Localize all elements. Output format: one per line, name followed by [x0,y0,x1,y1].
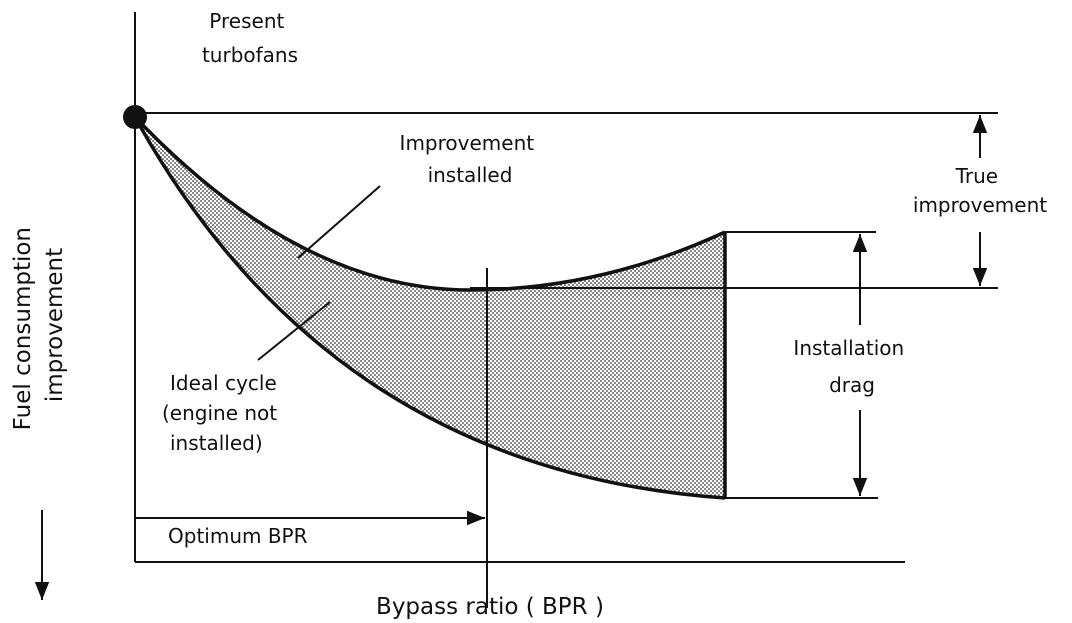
label-installation-drag: Installation drag [793,336,910,397]
x-axis-label: Bypass ratio ( BPR ) [376,594,604,620]
leader-installed [297,185,381,259]
label-present: Present turbofans [202,9,298,67]
ideal-curve [133,116,726,500]
label-true-improvement: True improvement [913,164,1047,217]
present-point [123,105,147,129]
label-improvement-installed: Improvement installed [400,131,541,187]
label-ideal-cycle: Ideal cycle (engine not installed) [162,371,284,455]
installed-curve [133,115,726,292]
shaded-region [135,117,725,498]
y-axis-label: Fuel consumption improvement [10,220,68,431]
label-optimum-bpr: Optimum BPR [168,524,308,548]
leader-ideal [257,301,331,361]
